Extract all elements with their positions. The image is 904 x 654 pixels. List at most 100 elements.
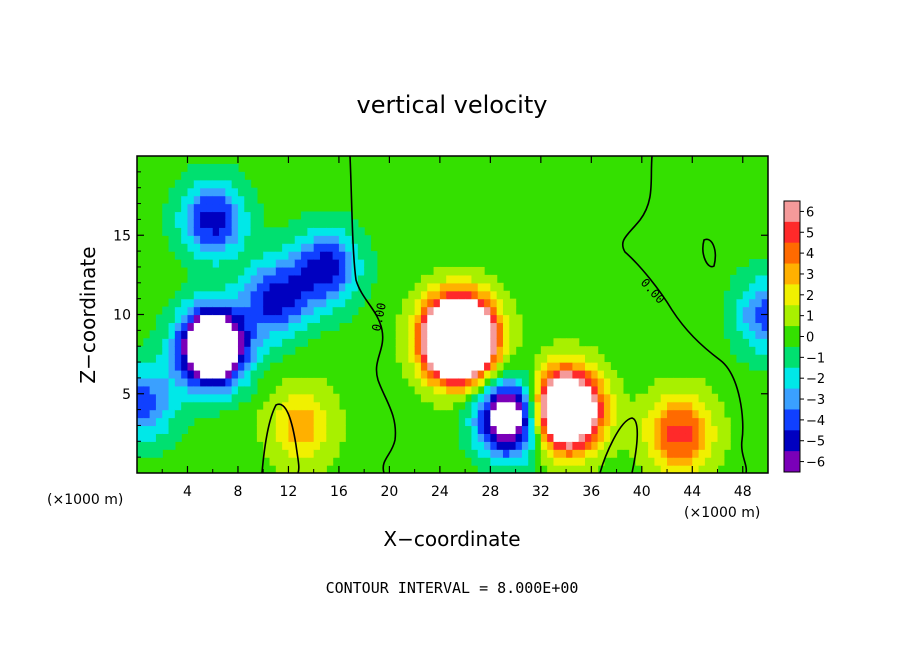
field-cell xyxy=(761,259,768,268)
field-cell xyxy=(648,441,656,450)
field-cell xyxy=(206,314,214,324)
field-cell xyxy=(515,385,523,395)
field-cell xyxy=(635,417,643,427)
field-cell xyxy=(654,409,662,419)
field-cell xyxy=(181,235,189,244)
field-cell xyxy=(231,322,239,331)
field-cell xyxy=(149,362,157,371)
field-cell xyxy=(408,306,416,316)
field-cell xyxy=(585,369,592,379)
field-cell xyxy=(471,362,479,371)
field-cell xyxy=(231,362,239,371)
field-cell xyxy=(244,385,252,395)
field-cell xyxy=(244,377,252,387)
field-cell xyxy=(420,322,428,331)
field-cell xyxy=(212,330,220,339)
field-cell xyxy=(282,393,290,403)
field-cell xyxy=(174,219,182,228)
field-cell xyxy=(187,163,195,173)
field-cell xyxy=(200,282,208,292)
zero-contour-left xyxy=(349,156,397,473)
field-cell xyxy=(370,259,378,268)
field-cell xyxy=(585,425,592,434)
field-cell xyxy=(219,251,226,260)
field-cell xyxy=(250,369,258,379)
field-cell xyxy=(471,441,479,450)
field-cell xyxy=(326,417,334,427)
field-cell xyxy=(326,259,334,268)
field-cell xyxy=(755,266,763,276)
field-cell xyxy=(465,330,473,339)
field-cell xyxy=(566,417,573,427)
field-cell xyxy=(269,290,277,300)
field-cell xyxy=(244,259,252,268)
field-cell xyxy=(319,266,327,276)
field-cell xyxy=(168,409,176,419)
field-cell xyxy=(212,385,220,395)
field-cell xyxy=(200,377,208,387)
field-cell xyxy=(263,330,271,339)
field-cell xyxy=(458,282,466,292)
field-cell xyxy=(660,433,668,442)
field-cell xyxy=(420,385,428,395)
field-cell xyxy=(149,377,157,387)
field-cell xyxy=(143,433,151,442)
field-cell xyxy=(149,409,157,419)
field-cell xyxy=(509,338,517,347)
field-cell xyxy=(256,251,264,260)
field-cell xyxy=(206,227,214,236)
field-cell xyxy=(288,330,296,339)
field-cell xyxy=(181,179,189,189)
field-cell xyxy=(477,393,485,403)
field-cell xyxy=(761,346,768,355)
field-cell xyxy=(540,377,548,387)
field-cell xyxy=(477,441,485,450)
field-cell xyxy=(654,417,662,427)
field-cell xyxy=(326,449,334,458)
field-cell xyxy=(200,251,208,260)
field-cell xyxy=(206,362,214,371)
field-cell xyxy=(212,306,220,316)
field-cell xyxy=(717,401,725,411)
field-cell xyxy=(326,298,334,308)
field-cell xyxy=(301,290,308,300)
x-tick-label: 24 xyxy=(431,484,449,500)
field-cell xyxy=(307,282,315,292)
field-cell xyxy=(711,449,719,458)
field-cell xyxy=(193,274,201,284)
field-cell xyxy=(282,251,290,260)
field-cell xyxy=(471,314,479,324)
field-cell xyxy=(162,354,170,363)
field-cell xyxy=(749,346,756,355)
field-cell xyxy=(742,354,750,363)
field-cell xyxy=(313,282,321,292)
field-cell xyxy=(332,433,340,442)
field-cell xyxy=(502,449,510,458)
field-cell xyxy=(301,298,308,308)
x-tick-label: 20 xyxy=(380,484,398,500)
field-cell xyxy=(761,282,768,292)
field-cell xyxy=(332,314,340,324)
field-cell xyxy=(288,219,296,228)
field-cell xyxy=(187,282,195,292)
field-cell xyxy=(749,354,756,363)
field-cell xyxy=(225,243,233,252)
field-cell xyxy=(187,298,195,308)
field-cell xyxy=(345,211,353,221)
field-cell xyxy=(345,290,353,300)
field-cell xyxy=(698,385,706,395)
field-cell xyxy=(200,330,208,339)
field-cell xyxy=(641,465,649,473)
field-cell xyxy=(667,417,674,427)
field-cell xyxy=(149,369,157,379)
field-cell xyxy=(515,322,523,331)
field-cell xyxy=(181,330,189,339)
field-cell xyxy=(206,330,214,339)
field-cell xyxy=(288,243,296,252)
field-cell xyxy=(452,377,460,387)
field-cell xyxy=(244,290,252,300)
field-cell xyxy=(162,322,170,331)
field-cell xyxy=(490,449,498,458)
field-cell xyxy=(749,290,756,300)
field-cell xyxy=(338,243,346,252)
